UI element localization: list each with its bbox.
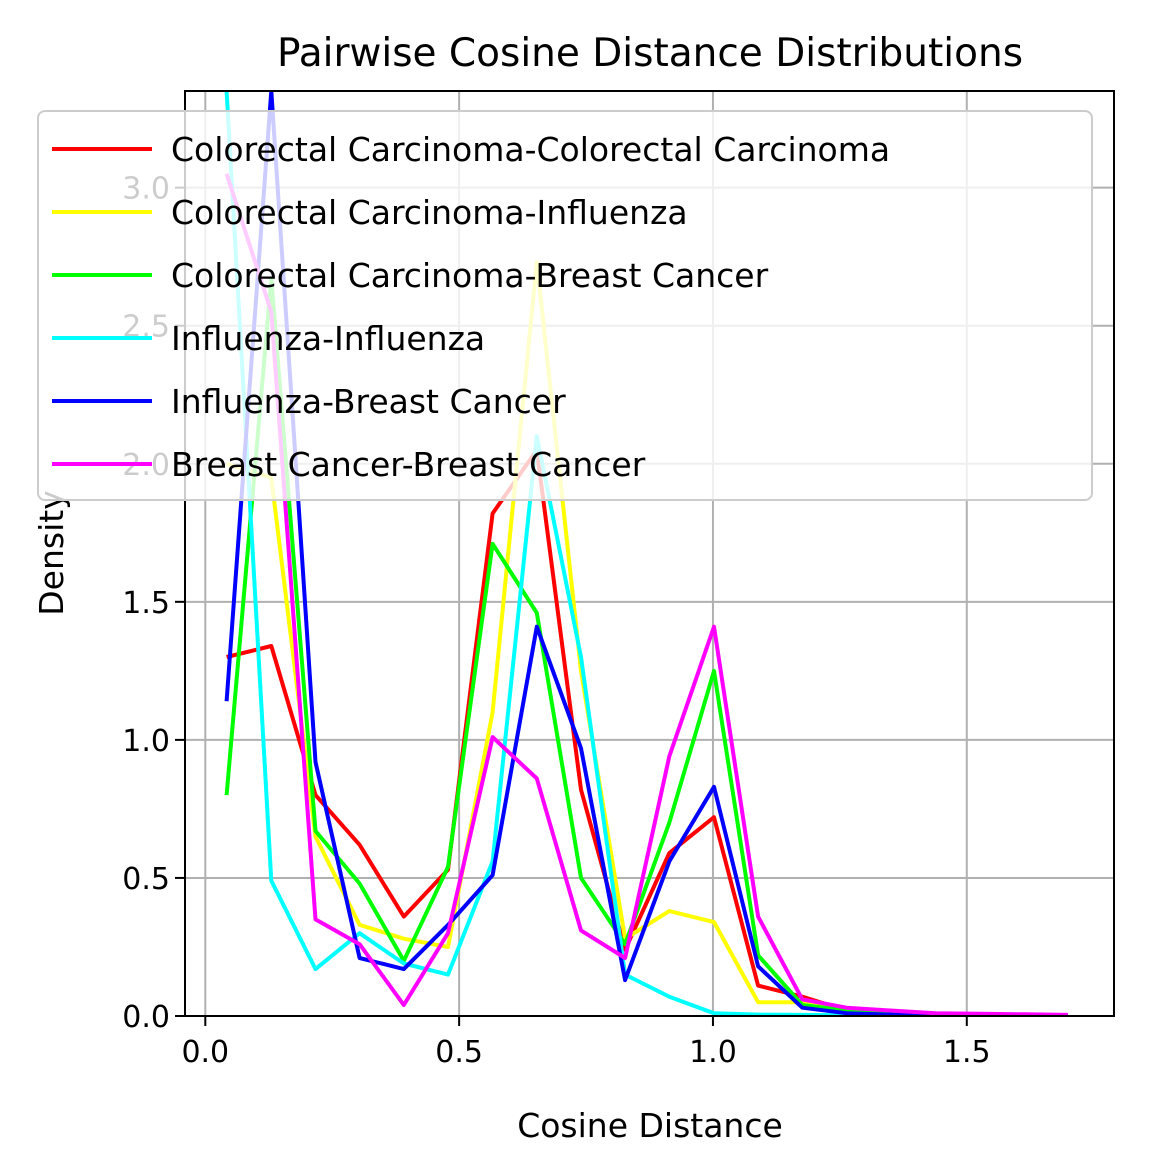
legend-box [37,110,1093,501]
legend-label: Influenza-Breast Cancer [171,382,566,421]
y-axis-label: Density [32,490,71,615]
legend-label: Colorectal Carcinoma-Influenza [171,193,688,232]
legend-label: Colorectal Carcinoma-Colorectal Carcinom… [171,130,890,169]
plot-frame [184,90,1115,1017]
y-tick-label: 1.0 [122,724,170,759]
x-tick-label: 0.0 [181,1035,229,1070]
legend: Colorectal Carcinoma-Colorectal Carcinom… [37,110,1093,501]
x-axis-label: Cosine Distance [517,1106,783,1145]
y-tick-label: 0.0 [122,1000,170,1035]
y-tick-label: 0.5 [122,862,170,897]
chart-title: Pairwise Cosine Distance Distributions [277,31,1023,76]
series-line-6 [224,173,1068,1016]
legend-label: Colorectal Carcinoma-Breast Cancer [171,256,769,295]
legend-label: Breast Cancer-Breast Cancer [171,445,646,484]
x-tick-label: 1.5 [943,1035,991,1070]
x-tick-label: 1.0 [689,1035,737,1070]
x-tick-label: 0.5 [435,1035,483,1070]
y-tick-label: 1.5 [122,586,170,621]
legend-label: Influenza-Influenza [171,319,485,358]
